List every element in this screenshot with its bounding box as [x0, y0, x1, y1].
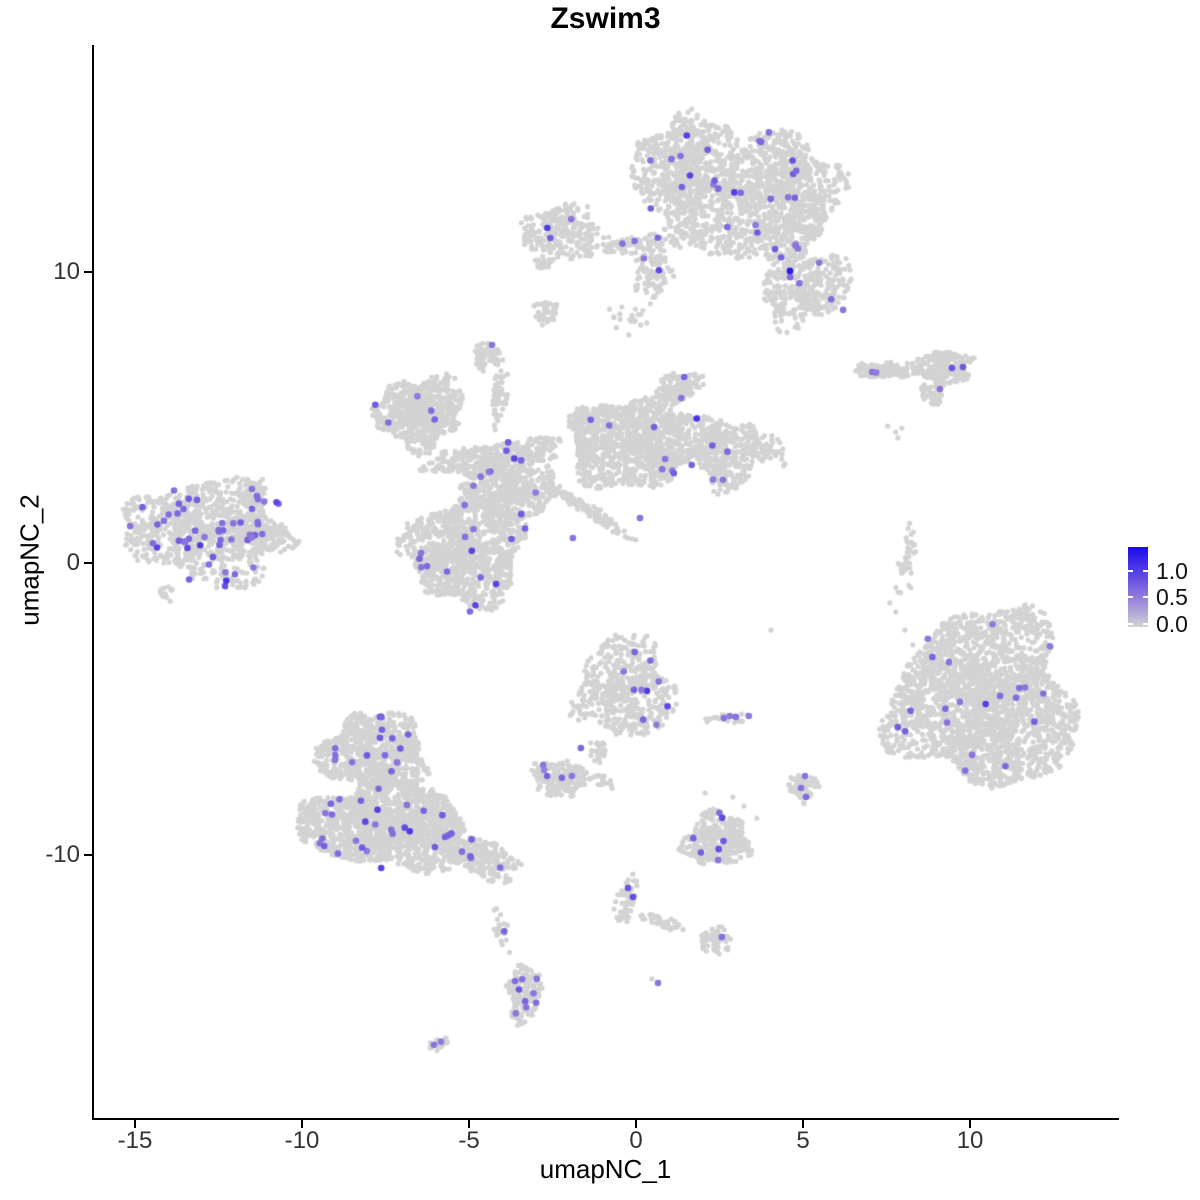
page-title: Zswim3	[550, 2, 661, 35]
y-tick-label: -10	[45, 840, 80, 868]
x-tick-mark	[301, 1120, 303, 1128]
y-tick-mark	[84, 562, 92, 564]
y-tick-mark	[84, 853, 92, 856]
x-tick-label: -5	[458, 1127, 480, 1154]
x-tick-mark	[969, 1120, 971, 1128]
y-tick-label: 10	[53, 257, 80, 285]
x-tick-label: -10	[284, 1127, 320, 1154]
x-axis-line	[92, 1118, 1119, 1120]
x-tick-mark	[802, 1120, 804, 1128]
x-tick-label: 10	[956, 1127, 984, 1154]
x-tick-label: 5	[796, 1127, 810, 1154]
y-tick-mark	[84, 270, 92, 273]
x-tick-mark	[134, 1120, 136, 1128]
y-axis-title: umapNC_2	[14, 494, 45, 626]
x-tick-label: -15	[117, 1127, 153, 1154]
x-tick-mark	[468, 1120, 470, 1128]
x-axis-title: umapNC_1	[539, 1154, 672, 1184]
x-tick-label: 0	[629, 1127, 643, 1154]
y-axis-line	[92, 45, 94, 1120]
x-tick-mark	[635, 1120, 637, 1128]
y-tick-label: 0	[66, 549, 80, 576]
